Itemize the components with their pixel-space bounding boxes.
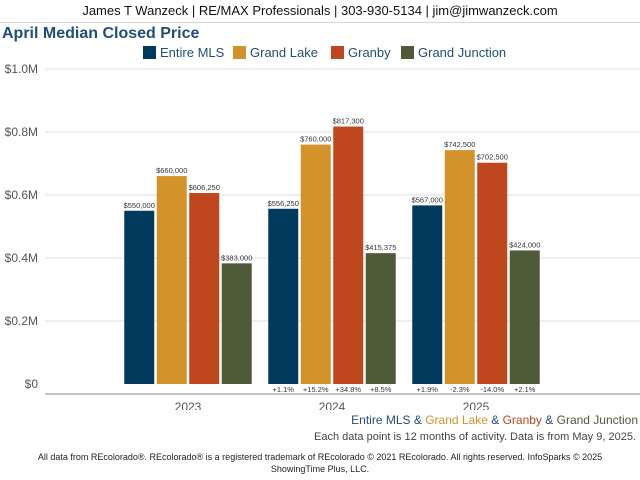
y-tick-label: $0.8M: [5, 125, 38, 139]
credit-line-1: All data from REcolorado®. REcolorado® i…: [37, 452, 603, 462]
legend-label: Granby: [348, 45, 391, 60]
bar-series: $550,000 $660,000$606,250 $383,000 $556,250…: [124, 117, 541, 394]
bar: [300, 144, 331, 384]
x-tick-label: 2025: [463, 400, 490, 410]
legend-swatch: [331, 46, 344, 59]
bar-value-label: $383,000: [221, 253, 252, 262]
footer-legend-separator: &: [410, 413, 426, 427]
bar-value-label: $817,300: [333, 117, 364, 126]
data-note: Each data point is 12 months of activity…: [313, 431, 636, 443]
percent-change-label: +1.1%: [273, 385, 295, 394]
x-tick-label: 2024: [319, 400, 346, 410]
bar-value-label: $606,250: [189, 183, 220, 192]
footer-series-legend: Entire MLS & Grand Lake & Granby & Grand…: [351, 413, 638, 427]
legend-label: Entire MLS: [160, 45, 225, 60]
legend-label: Grand Junction: [418, 45, 506, 60]
bar: [156, 176, 187, 384]
x-axis: 2023 2024 2025: [175, 400, 490, 410]
footer-legend-separator: &: [541, 413, 557, 427]
bar: [444, 150, 475, 384]
y-tick-label: $0.2M: [5, 314, 38, 328]
percent-change-label: +1.9%: [417, 385, 439, 394]
bar: [221, 263, 252, 384]
header-bar: James T Wanzeck | RE/MAX Professionals |…: [0, 0, 640, 23]
footer-legend-entire-mls: Entire MLS: [351, 413, 411, 427]
bar-value-label: $742,500: [444, 140, 475, 149]
bar: [124, 210, 155, 384]
y-tick-label: $0.6M: [5, 188, 38, 202]
percent-change-label: -2.3%: [450, 385, 470, 394]
y-tick-label: $1.0M: [5, 62, 38, 76]
bar: [477, 162, 508, 384]
bar-value-label: $567,000: [412, 195, 443, 204]
bar-chart: Entire MLS Grand Lake Granby Grand Junction…: [5, 45, 640, 410]
bar-value-label: $424,000: [509, 240, 540, 249]
y-axis: $0 $0.2M $0.4M $0.6M $0.8M $1.0M: [5, 62, 39, 391]
footer-legend-grand-lake: Grand Lake: [425, 413, 488, 427]
chart-title: April Median Closed Price: [2, 25, 200, 42]
bar-value-label: $550,000: [124, 201, 155, 210]
bar: [412, 205, 443, 384]
legend-label: Grand Lake: [250, 45, 318, 60]
percent-change-label: +34.8%: [335, 385, 361, 394]
legend-swatch: [233, 46, 246, 59]
footer-legend-separator: &: [487, 413, 503, 427]
bar-value-label: $556,250: [268, 199, 299, 208]
footer-legend-grand-junction: Grand Junction: [556, 413, 638, 427]
percent-change-label: +2.1%: [514, 385, 536, 394]
credit-line-2: ShowingTime Plus, LLC.: [270, 464, 370, 474]
y-tick-label: $0.4M: [5, 251, 38, 265]
bar-value-label: $702,500: [477, 153, 508, 162]
chart-legend: Entire MLS Grand Lake Granby Grand Junction: [143, 45, 506, 60]
percent-change-label: +15.2%: [303, 385, 329, 394]
bar-value-label: $415,375: [365, 243, 396, 252]
bar: [509, 250, 540, 384]
bar: [268, 208, 299, 384]
percent-change-label: +8.5%: [370, 385, 392, 394]
legend-swatch: [401, 46, 414, 59]
percent-change-label: -14.0%: [480, 385, 504, 394]
y-tick-label: $0: [25, 377, 39, 391]
bar-value-label: $760,000: [300, 135, 331, 144]
footer-legend-granby: Granby: [502, 413, 542, 427]
x-tick-label: 2023: [175, 400, 202, 410]
agent-contact-header: James T Wanzeck | RE/MAX Professionals |…: [82, 3, 558, 18]
copyright-credit: All data from REcolorado®. REcolorado® i…: [0, 451, 640, 475]
bar-value-label: $660,000: [156, 166, 187, 175]
legend-swatch: [143, 46, 156, 59]
bar: [189, 193, 220, 384]
bar: [365, 253, 396, 384]
bar: [333, 126, 364, 384]
